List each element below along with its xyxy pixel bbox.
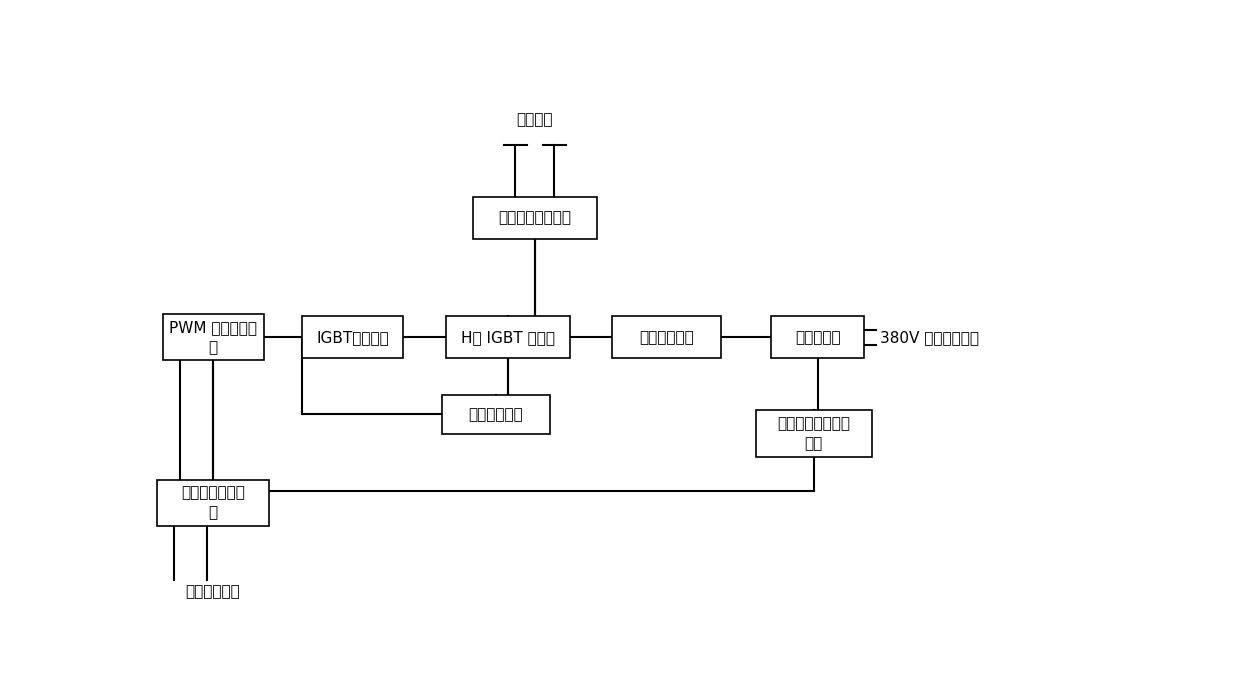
- Text: 模块系统开关电
源: 模块系统开关电 源: [181, 485, 246, 520]
- Text: 380V 交流电压输出: 380V 交流电压输出: [879, 330, 978, 344]
- Text: 钛酸锂电池组: 钛酸锂电池组: [186, 584, 241, 599]
- Bar: [441, 395, 551, 434]
- Bar: [771, 316, 864, 358]
- Bar: [303, 316, 403, 358]
- Bar: [445, 316, 569, 358]
- Bar: [472, 197, 596, 239]
- Text: PWM 信号发生电
路: PWM 信号发生电 路: [169, 320, 257, 355]
- Bar: [157, 480, 269, 526]
- Text: IGBT驱动电路: IGBT驱动电路: [316, 330, 389, 344]
- Text: 直流母线: 直流母线: [517, 113, 553, 128]
- Bar: [162, 314, 263, 360]
- Text: 输出交流电压检测
电路: 输出交流电压检测 电路: [777, 416, 851, 451]
- Text: 电流检测电路: 电流检测电路: [469, 407, 523, 422]
- Bar: [613, 316, 720, 358]
- Text: 直流母线输入电路: 直流母线输入电路: [498, 211, 572, 225]
- Text: H型 IGBT 转换桥: H型 IGBT 转换桥: [460, 330, 554, 344]
- Text: 高频抑制电路: 高频抑制电路: [639, 330, 694, 344]
- Bar: [755, 410, 872, 457]
- Text: 输出电抗器: 输出电抗器: [795, 330, 841, 344]
